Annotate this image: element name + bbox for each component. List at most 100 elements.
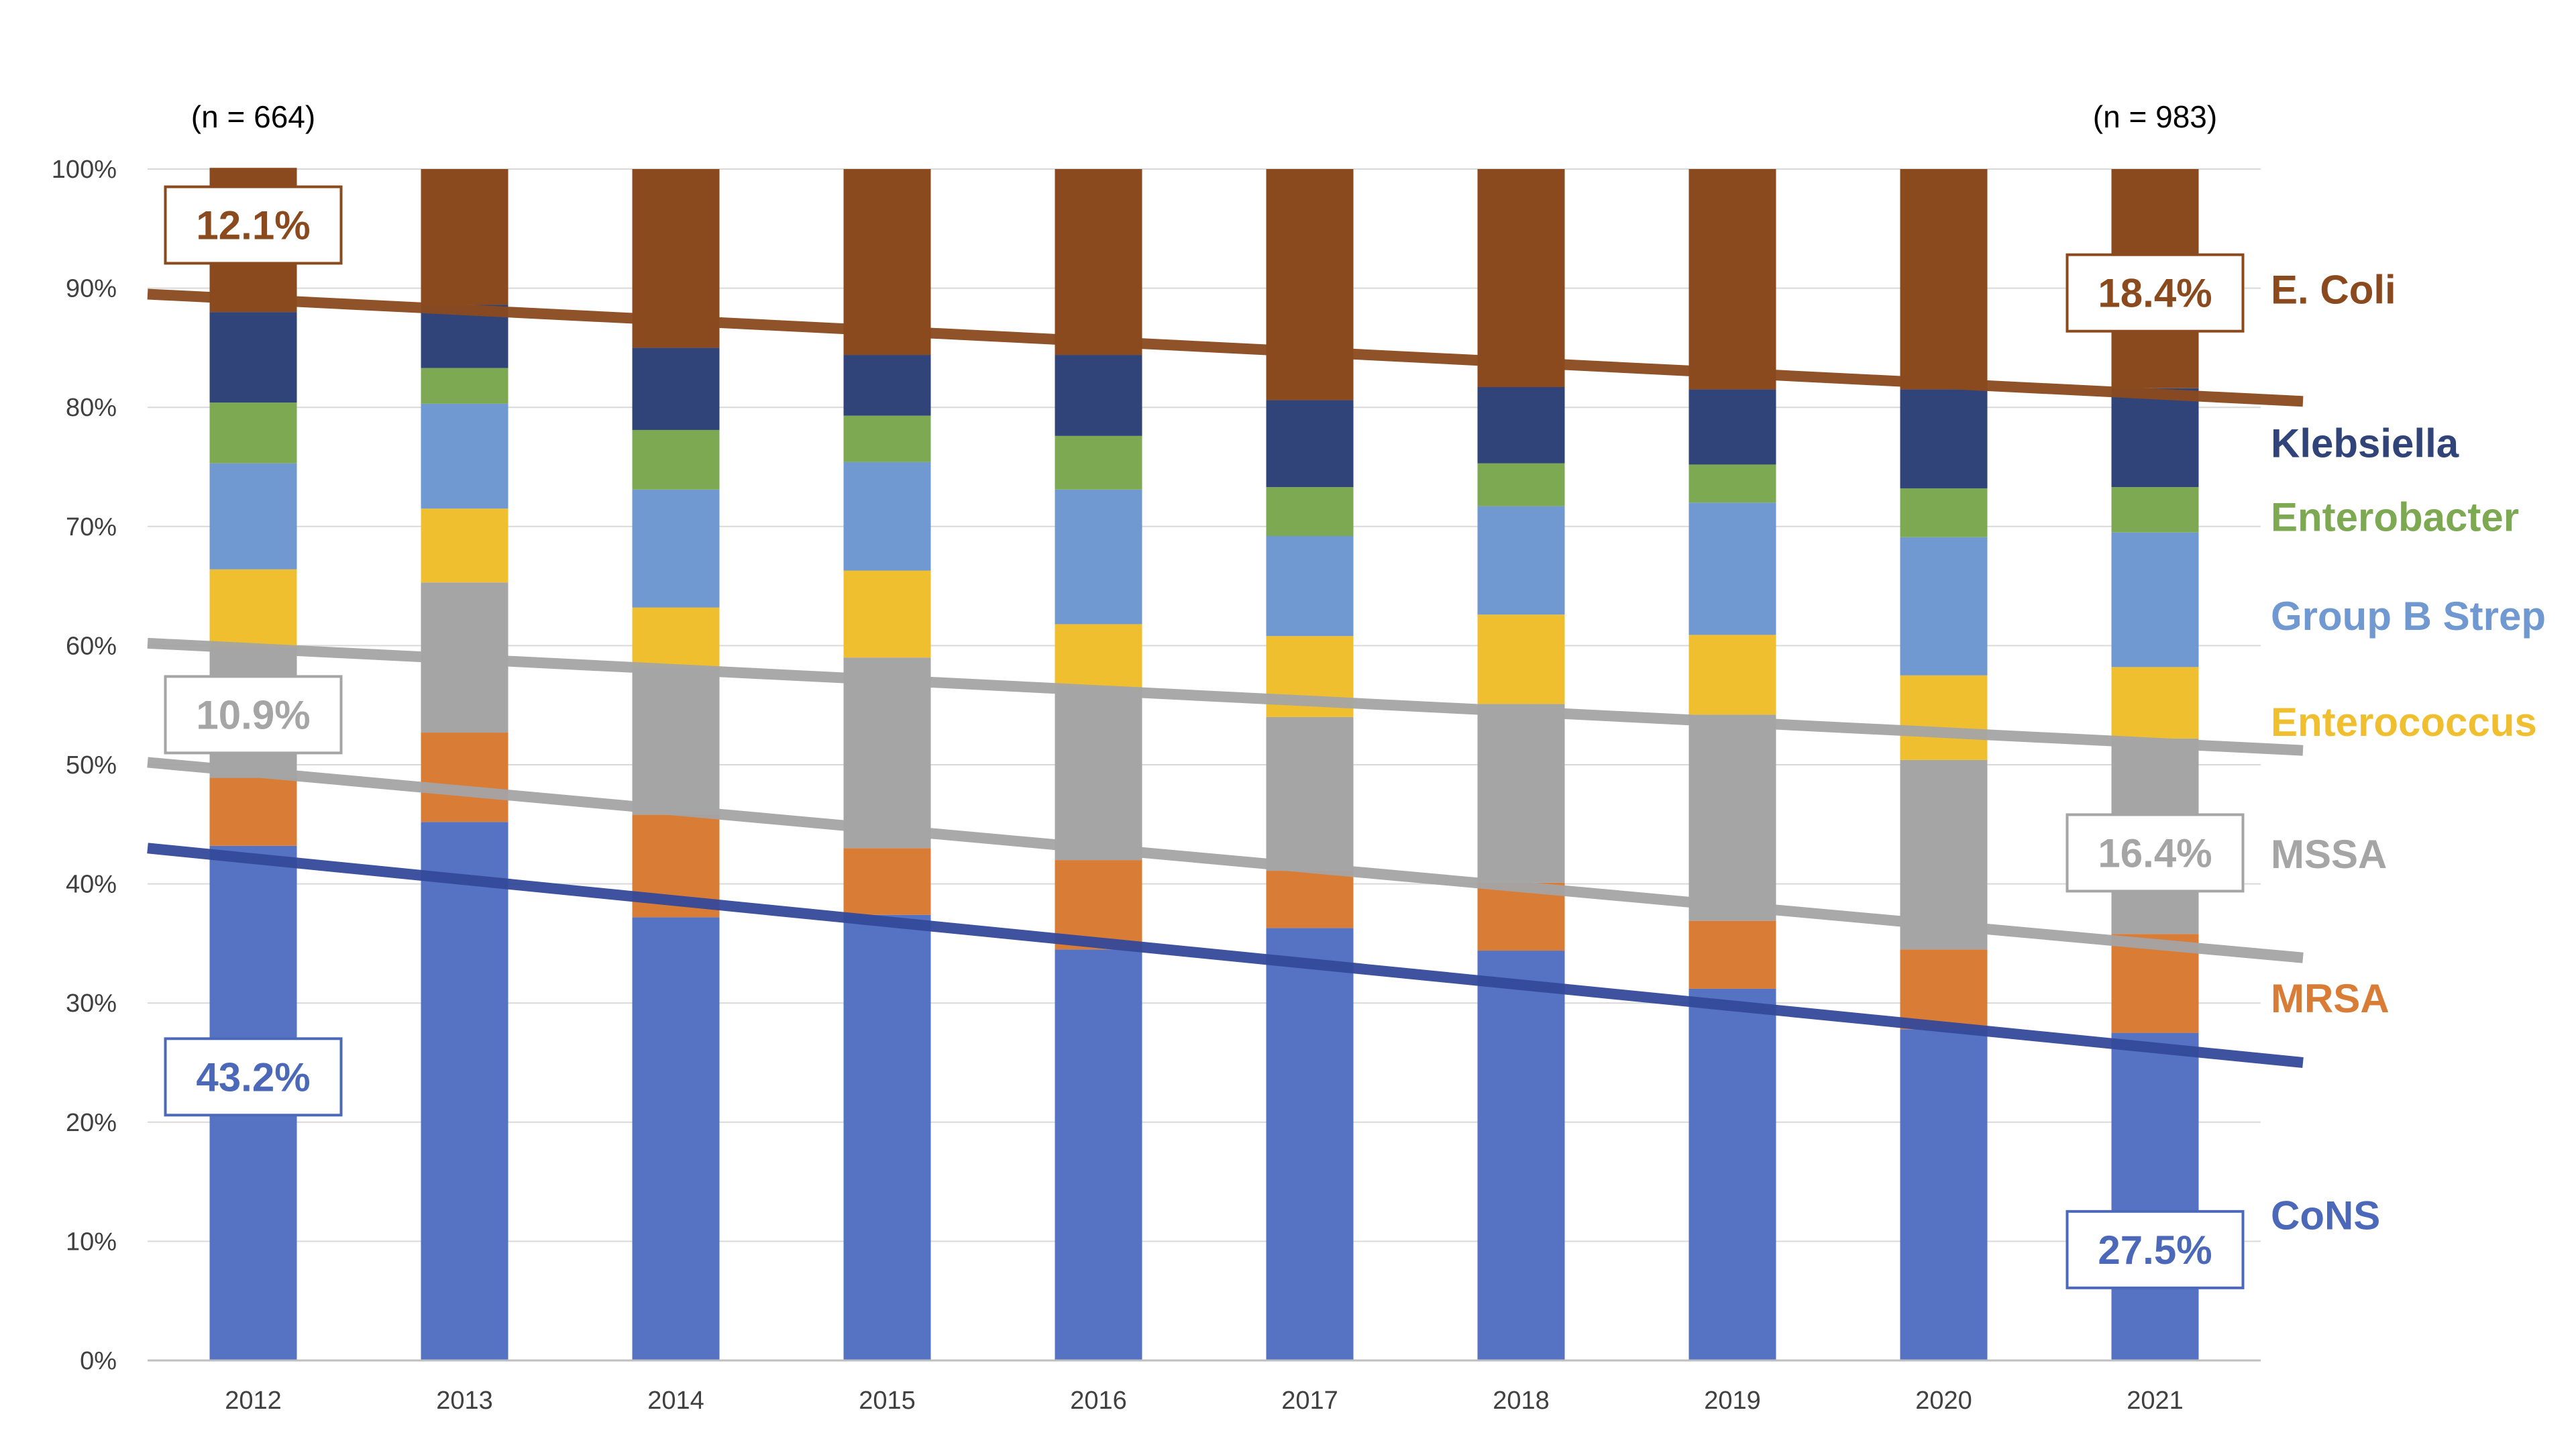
bar-segment-cons: [1900, 1029, 1988, 1360]
series-label: CoNS: [2271, 1193, 2380, 1238]
trendline-mrsa: [147, 757, 2304, 963]
bar-segment-group-b-strep: [1477, 506, 1565, 615]
annotation-value: 43.2%: [196, 1055, 310, 1099]
bar-segment-cons: [1688, 988, 1776, 1360]
bar-segment-enterococcus: [843, 570, 931, 658]
annotations: (n = 664) (n = 983) 12.1% 10.9% 43.2% 18.4% 16…: [164, 99, 2245, 1289]
x-tick-label: 2021: [2127, 1387, 2184, 1415]
bar-segment-klebsiella: [1688, 389, 1776, 465]
bar-segment-klebsiella: [843, 355, 931, 416]
axes: 0% 10% 20% 30% 40% 50% 60% 70% 80% 90% 100% 2012 201…: [52, 156, 2261, 1415]
y-tick-label: 80%: [66, 394, 117, 422]
x-tick-label: 2014: [647, 1387, 704, 1415]
bar-segment-group-b-strep: [421, 403, 508, 509]
bar-segment-klebsiella: [1477, 387, 1565, 464]
bar-segment-enterococcus: [632, 607, 720, 667]
bar-segment-mrsa: [209, 777, 297, 846]
bar-segment-group-b-strep: [843, 462, 931, 571]
y-tick-label: 0%: [80, 1347, 117, 1375]
bar-segment-enterococcus: [421, 508, 508, 583]
bar-segment-group-b-strep: [2111, 532, 2199, 667]
sample-size-label: (n = 983): [2093, 99, 2217, 134]
bar-segment-cons: [1477, 951, 1565, 1360]
series-label: MSSA: [2271, 832, 2387, 877]
annotation-box: [2065, 1210, 2245, 1289]
y-tick-label: 70%: [66, 513, 117, 541]
bar-segment-klebsiella: [632, 347, 720, 430]
bar-segment-mssa: [1055, 687, 1142, 861]
bar-segment-klebsiella: [1055, 355, 1142, 436]
x-tick-label: 2018: [1493, 1387, 1550, 1415]
bar-segment-mrsa: [421, 733, 508, 822]
y-tick-label: 100%: [52, 156, 117, 184]
series-label: Enterobacter: [2271, 495, 2519, 540]
bar-segment-mssa: [632, 667, 720, 815]
series-label: E. Coli: [2271, 267, 2396, 312]
sample-size-label: (n = 664): [191, 99, 315, 134]
bar-segment-enterococcus: [2111, 667, 2199, 739]
bar-segment-klebsiella: [2111, 388, 2199, 488]
bar-segment-e-coli: [843, 169, 931, 356]
series-label: Enterococcus: [2271, 700, 2537, 745]
annotation-box: [164, 185, 343, 265]
series-label: MRSA: [2271, 976, 2390, 1021]
bar-segment-enterobacter: [1055, 435, 1142, 490]
annotation-box: [164, 1037, 343, 1117]
bar-segment-e-coli: [421, 169, 508, 305]
bar-segment-enterococcus: [209, 569, 297, 648]
bar-segment-group-b-strep: [1900, 537, 1988, 676]
bar-segment-group-b-strep: [1266, 536, 1354, 637]
bar-segment-enterobacter: [1266, 487, 1354, 537]
x-tick-label: 2017: [1281, 1387, 1338, 1415]
bar-segment-group-b-strep: [1055, 489, 1142, 625]
x-tick-label: 2015: [859, 1387, 916, 1415]
bar-segment-cons: [421, 822, 508, 1360]
trendline-e-coli: [147, 288, 2304, 407]
x-tick-label: 2020: [1915, 1387, 1972, 1415]
bar-segment-enterobacter: [1477, 463, 1565, 506]
bar-segment-enterococcus: [1688, 635, 1776, 715]
bar-segment-enterobacter: [2111, 487, 2199, 533]
bar-segment-mrsa: [1900, 949, 1988, 1030]
bar-segment-cons: [843, 914, 931, 1360]
bar-segment-klebsiella: [1900, 389, 1988, 488]
bar-segment-e-coli: [1900, 169, 1988, 390]
bar-segment-mrsa: [843, 848, 931, 915]
series-label: Group B Strep: [2271, 594, 2546, 639]
bar-segment-group-b-strep: [209, 463, 297, 570]
bar-segment-enterobacter: [421, 368, 508, 404]
x-tick-label: 2013: [436, 1387, 493, 1415]
trendlines: [147, 288, 2304, 1068]
annotation-box: [164, 675, 343, 755]
bar-segment-mrsa: [1266, 871, 1354, 928]
annotation-value: 10.9%: [196, 692, 310, 737]
y-tick-label: 90%: [66, 275, 117, 303]
y-tick-label: 40%: [66, 871, 117, 899]
bar-segment-enterobacter: [843, 415, 931, 462]
series-label: Klebsiella: [2271, 421, 2459, 466]
bar-segment-enterococcus: [1900, 675, 1988, 760]
annotation-value: 18.4%: [2098, 271, 2212, 316]
y-tick-label: 10%: [66, 1228, 117, 1256]
bar-segment-mssa: [1477, 704, 1565, 883]
bar-segment-e-coli: [1266, 169, 1354, 400]
bar-segment-mrsa: [1688, 920, 1776, 989]
bar-segment-enterobacter: [1900, 488, 1988, 537]
bar-segment-e-coli: [1055, 169, 1142, 356]
bar-segment-mssa: [843, 657, 931, 849]
bar-segment-group-b-strep: [632, 489, 720, 608]
bar-segment-enterobacter: [1688, 464, 1776, 503]
annotation-box: [2065, 813, 2245, 893]
right-labels: E. Coli Klebsiella Enterobacter Group B Str…: [2271, 267, 2546, 1238]
annotation-box: [2065, 253, 2245, 333]
x-tick-label: 2012: [225, 1387, 282, 1415]
bar-segment-enterobacter: [632, 429, 720, 490]
x-tick-label: 2019: [1704, 1387, 1761, 1415]
annotation-value: 27.5%: [2098, 1228, 2212, 1273]
bar-segment-mssa: [1266, 716, 1354, 871]
bar-segment-enterococcus: [1055, 624, 1142, 688]
bar-segment-mssa: [1688, 714, 1776, 921]
y-tick-label: 20%: [66, 1109, 117, 1137]
bar-segment-cons: [1266, 928, 1354, 1360]
